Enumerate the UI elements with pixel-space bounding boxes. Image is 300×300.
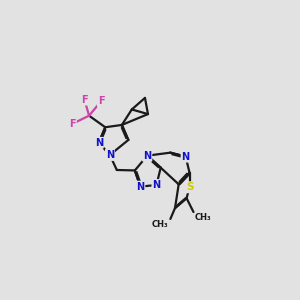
Text: N: N [182,152,190,162]
Text: CH₃: CH₃ [152,220,168,229]
Text: F: F [69,119,76,129]
Text: N: N [95,138,103,148]
Text: N: N [143,151,151,161]
Text: F: F [81,94,88,104]
Text: N: N [152,180,160,190]
Text: CH₃: CH₃ [195,213,211,222]
Text: N: N [106,150,114,160]
Text: N: N [136,182,144,192]
Text: N: N [95,138,103,148]
Text: S: S [186,182,193,192]
Text: N: N [136,182,144,192]
Text: F: F [98,96,104,106]
Text: N: N [143,151,151,161]
Text: N: N [182,152,190,162]
Text: S: S [186,182,193,192]
Text: F: F [81,94,88,104]
Text: N: N [106,150,114,160]
Text: F: F [98,96,104,106]
Text: N: N [143,151,151,161]
Text: N: N [152,180,160,190]
Text: F: F [69,119,76,129]
